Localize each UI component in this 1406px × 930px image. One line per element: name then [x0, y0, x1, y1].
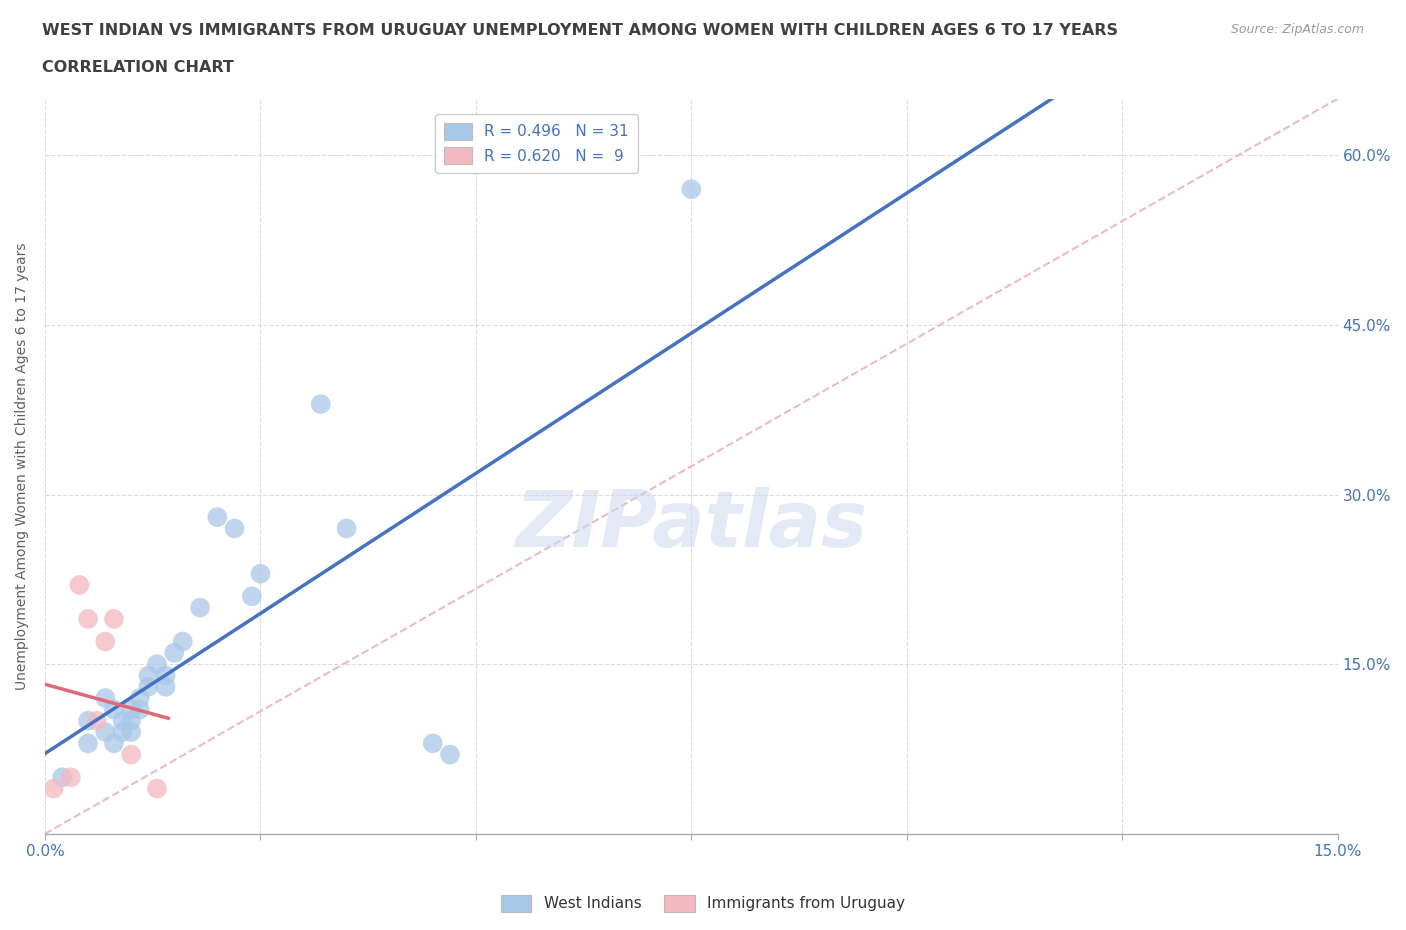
Point	[42, 781, 65, 796]
Point	[163, 645, 186, 660]
Point	[155, 679, 177, 694]
Point	[111, 724, 134, 739]
Point	[224, 521, 246, 536]
Point	[103, 702, 125, 717]
Point	[422, 736, 444, 751]
Point	[240, 589, 263, 604]
Point	[120, 747, 142, 762]
Point	[146, 657, 169, 671]
Point	[94, 691, 117, 706]
Point	[51, 770, 73, 785]
Point	[146, 781, 169, 796]
Point	[155, 668, 177, 683]
Text: ZIPatlas: ZIPatlas	[515, 487, 868, 563]
Legend: West Indians, Immigrants from Uruguay: West Indians, Immigrants from Uruguay	[495, 889, 911, 918]
Point	[111, 713, 134, 728]
Point	[681, 181, 703, 196]
Point	[120, 713, 142, 728]
Point	[138, 668, 160, 683]
Point	[69, 578, 91, 592]
Point	[86, 713, 108, 728]
Point	[120, 724, 142, 739]
Point	[249, 566, 271, 581]
Text: CORRELATION CHART: CORRELATION CHART	[42, 60, 233, 75]
Point	[128, 702, 150, 717]
Point	[128, 691, 150, 706]
Text: WEST INDIAN VS IMMIGRANTS FROM URUGUAY UNEMPLOYMENT AMONG WOMEN WITH CHILDREN AG: WEST INDIAN VS IMMIGRANTS FROM URUGUAY U…	[42, 23, 1118, 38]
Point	[439, 747, 461, 762]
Legend: R = 0.496   N = 31, R = 0.620   N =  9: R = 0.496 N = 31, R = 0.620 N = 9	[434, 113, 637, 173]
Point	[138, 679, 160, 694]
Point	[103, 611, 125, 626]
Point	[188, 600, 211, 615]
Point	[207, 510, 229, 525]
Point	[172, 634, 194, 649]
Point	[103, 736, 125, 751]
Y-axis label: Unemployment Among Women with Children Ages 6 to 17 years: Unemployment Among Women with Children A…	[15, 243, 30, 690]
Point	[94, 634, 117, 649]
Point	[77, 611, 100, 626]
Text: Source: ZipAtlas.com: Source: ZipAtlas.com	[1230, 23, 1364, 36]
Point	[77, 713, 100, 728]
Point	[309, 396, 332, 411]
Point	[120, 702, 142, 717]
Point	[77, 736, 100, 751]
Point	[59, 770, 82, 785]
Point	[336, 521, 359, 536]
Point	[94, 724, 117, 739]
